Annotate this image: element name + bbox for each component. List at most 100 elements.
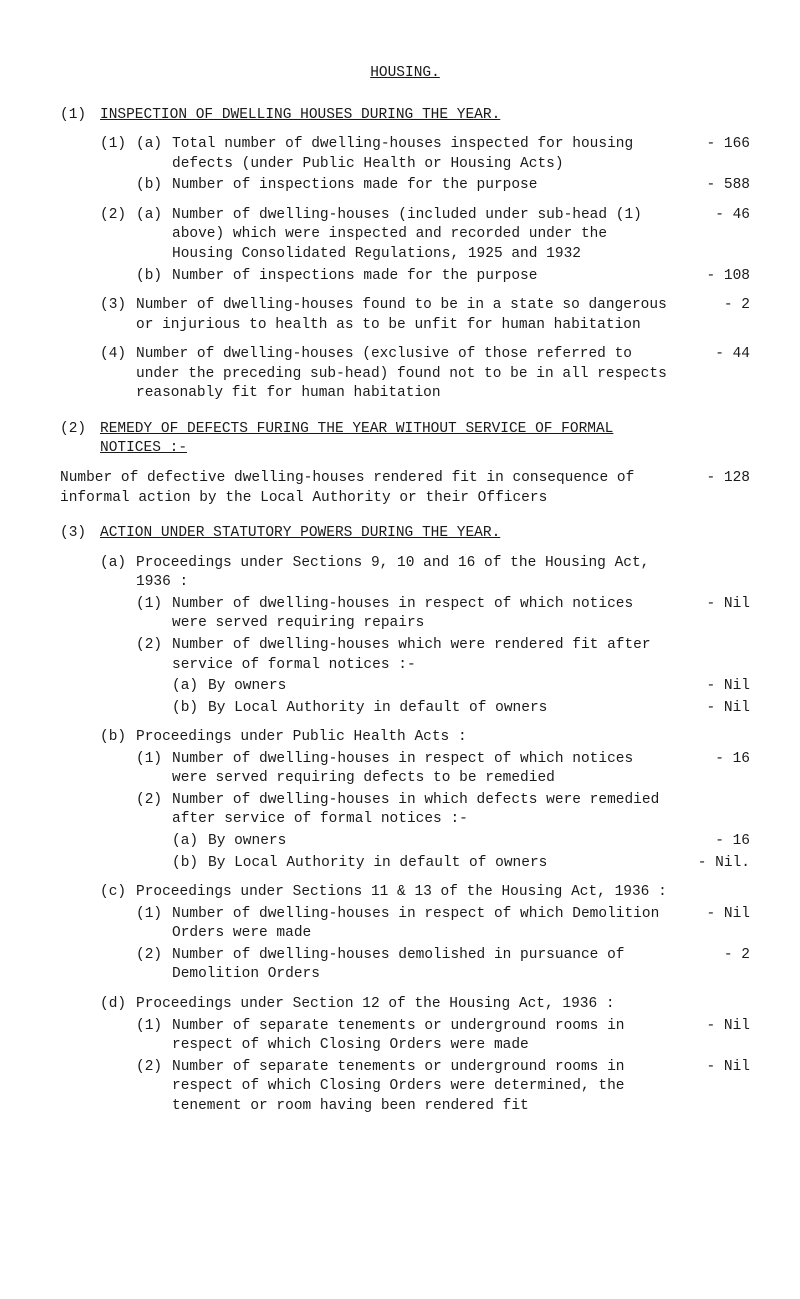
s3a-i2b-text: By Local Authority in default of owners bbox=[208, 699, 680, 719]
section-2-body-val: - 128 bbox=[680, 469, 750, 489]
s3b-i2a-val: - 16 bbox=[680, 832, 750, 852]
s3b-i2b-label: (b) bbox=[172, 854, 208, 874]
s3b-i2: (2) Number of dwelling-houses in which d… bbox=[60, 791, 750, 830]
s1-item2-b-val: - 108 bbox=[680, 267, 750, 287]
section-2-title: REMEDY OF DEFECTS FURING THE YEAR WITHOU… bbox=[100, 420, 680, 459]
s3c-i1-text: Number of dwelling-houses in respect of … bbox=[172, 905, 680, 944]
s1-item2-num: (2) bbox=[100, 206, 136, 226]
s3b-i2-num: (2) bbox=[136, 791, 172, 811]
s1-item1-b-label: (b) bbox=[136, 176, 172, 196]
s1-item2-b: (b) Number of inspections made for the p… bbox=[60, 267, 750, 287]
s3a-i1: (1) Number of dwelling-houses in respect… bbox=[60, 595, 750, 634]
s3b-i2a-text: By owners bbox=[208, 832, 680, 852]
s1-item4-num: (4) bbox=[100, 345, 136, 365]
s3a-intro: (a) Proceedings under Sections 9, 10 and… bbox=[60, 554, 750, 593]
s1-item1-b: (b) Number of inspections made for the p… bbox=[60, 176, 750, 196]
s3b-i1-num: (1) bbox=[136, 750, 172, 770]
section-3-title: ACTION UNDER STATUTORY POWERS DURING THE… bbox=[100, 524, 680, 544]
s3c-i2: (2) Number of dwelling-houses demolished… bbox=[60, 946, 750, 985]
s1-item3: (3) Number of dwelling-houses found to b… bbox=[60, 296, 750, 335]
section-1-header: (1) INSPECTION OF DWELLING HOUSES DURING… bbox=[60, 106, 750, 126]
section-3-title-text: ACTION UNDER STATUTORY POWERS DURING THE… bbox=[100, 525, 500, 541]
s3b-i2-text: Number of dwelling-houses in which defec… bbox=[172, 791, 680, 830]
s3a-i2b: (b) By Local Authority in default of own… bbox=[60, 699, 750, 719]
s3b-i1: (1) Number of dwelling-houses in respect… bbox=[60, 750, 750, 789]
s3a-i2a-text: By owners bbox=[208, 677, 680, 697]
s1-item2-a-label: (a) bbox=[136, 206, 172, 226]
s3b-i2b-text: By Local Authority in default of owners bbox=[208, 854, 680, 874]
s3c-i1: (1) Number of dwelling-houses in respect… bbox=[60, 905, 750, 944]
s3c-i1-num: (1) bbox=[136, 905, 172, 925]
s3a-i2: (2) Number of dwelling-houses which were… bbox=[60, 636, 750, 675]
s1-item3-num: (3) bbox=[100, 296, 136, 316]
s3c-intro: (c) Proceedings under Sections 11 & 13 o… bbox=[60, 883, 750, 903]
s3d-i2-val: - Nil bbox=[680, 1058, 750, 1078]
section-2-header: (2) REMEDY OF DEFECTS FURING THE YEAR WI… bbox=[60, 420, 750, 459]
s3b-intro-text: Proceedings under Public Health Acts : bbox=[136, 728, 680, 748]
s1-item4-val: - 44 bbox=[680, 345, 750, 365]
s3b-i2a-label: (a) bbox=[172, 832, 208, 852]
s3d-i2-text: Number of separate tenements or undergro… bbox=[172, 1058, 680, 1117]
s3a-i2a-val: - Nil bbox=[680, 677, 750, 697]
section-1-num: (1) bbox=[60, 106, 100, 126]
s3a-i2a: (a) By owners - Nil bbox=[60, 677, 750, 697]
s3b-i1-val: - 16 bbox=[680, 750, 750, 770]
s3a-label: (a) bbox=[100, 554, 136, 574]
s3c-i1-val: - Nil bbox=[680, 905, 750, 925]
s3b-label: (b) bbox=[100, 728, 136, 748]
s3a-i2b-label: (b) bbox=[172, 699, 208, 719]
s3a-intro-text: Proceedings under Sections 9, 10 and 16 … bbox=[136, 554, 680, 593]
s3d-i1-text: Number of separate tenements or undergro… bbox=[172, 1017, 680, 1056]
s3a-i1-val: - Nil bbox=[680, 595, 750, 615]
s3c-intro-text: Proceedings under Sections 11 & 13 of th… bbox=[136, 883, 680, 903]
s3b-i2a: (a) By owners - 16 bbox=[60, 832, 750, 852]
s3b-intro: (b) Proceedings under Public Health Acts… bbox=[60, 728, 750, 748]
s1-item1-b-text: Number of inspections made for the purpo… bbox=[172, 176, 680, 196]
s1-item1-a-val: - 166 bbox=[680, 135, 750, 155]
s1-item1-a-text: Total number of dwelling-houses inspecte… bbox=[172, 135, 680, 174]
s3a-i2b-val: - Nil bbox=[680, 699, 750, 719]
s1-item2-b-text: Number of inspections made for the purpo… bbox=[172, 267, 680, 287]
s3b-i1-text: Number of dwelling-houses in respect of … bbox=[172, 750, 680, 789]
s1-item3-text: Number of dwelling-houses found to be in… bbox=[136, 296, 680, 335]
s3c-i2-val: - 2 bbox=[680, 946, 750, 966]
s1-item4-text: Number of dwelling-houses (exclusive of … bbox=[136, 345, 680, 404]
section-2-title-text: REMEDY OF DEFECTS FURING THE YEAR WITHOU… bbox=[100, 421, 613, 457]
s3d-label: (d) bbox=[100, 995, 136, 1015]
s3a-i2-num: (2) bbox=[136, 636, 172, 656]
s3d-i1-val: - Nil bbox=[680, 1017, 750, 1037]
s3d-intro-text: Proceedings under Section 12 of the Hous… bbox=[136, 995, 680, 1015]
s3c-i2-num: (2) bbox=[136, 946, 172, 966]
s3d-i1-num: (1) bbox=[136, 1017, 172, 1037]
s3a-i2a-label: (a) bbox=[172, 677, 208, 697]
s3a-i1-text: Number of dwelling-houses in respect of … bbox=[172, 595, 680, 634]
s3d-intro: (d) Proceedings under Section 12 of the … bbox=[60, 995, 750, 1015]
page-heading: HOUSING. bbox=[60, 64, 750, 84]
s3c-i2-text: Number of dwelling-houses demolished in … bbox=[172, 946, 680, 985]
s3d-i2-num: (2) bbox=[136, 1058, 172, 1078]
s1-item3-val: - 2 bbox=[680, 296, 750, 316]
s3c-label: (c) bbox=[100, 883, 136, 903]
s1-item2-a: (2) (a) Number of dwelling-houses (inclu… bbox=[60, 206, 750, 265]
section-1-title: INSPECTION OF DWELLING HOUSES DURING THE… bbox=[100, 106, 680, 126]
s1-item1-num: (1) bbox=[100, 135, 136, 155]
s1-item2-a-val: - 46 bbox=[680, 206, 750, 226]
s3b-i2b-val: - Nil. bbox=[680, 854, 750, 874]
s1-item4: (4) Number of dwelling-houses (exclusive… bbox=[60, 345, 750, 404]
s1-item2-a-text: Number of dwelling-houses (included unde… bbox=[172, 206, 680, 265]
s1-item1-a-label: (a) bbox=[136, 135, 172, 155]
section-3-num: (3) bbox=[60, 524, 100, 544]
s1-item1-b-val: - 588 bbox=[680, 176, 750, 196]
s3a-i2-text: Number of dwelling-houses which were ren… bbox=[172, 636, 680, 675]
section-2-body: Number of defective dwelling-houses rend… bbox=[60, 469, 750, 508]
section-1-title-text: INSPECTION OF DWELLING HOUSES DURING THE… bbox=[100, 107, 500, 123]
section-3-header: (3) ACTION UNDER STATUTORY POWERS DURING… bbox=[60, 524, 750, 544]
s1-item1-a: (1) (a) Total number of dwelling-houses … bbox=[60, 135, 750, 174]
s3d-i1: (1) Number of separate tenements or unde… bbox=[60, 1017, 750, 1056]
s3a-i1-num: (1) bbox=[136, 595, 172, 615]
s3b-i2b: (b) By Local Authority in default of own… bbox=[60, 854, 750, 874]
section-2-body-text: Number of defective dwelling-houses rend… bbox=[60, 469, 680, 508]
s1-item2-b-label: (b) bbox=[136, 267, 172, 287]
s3d-i2: (2) Number of separate tenements or unde… bbox=[60, 1058, 750, 1117]
section-2-num: (2) bbox=[60, 420, 100, 440]
